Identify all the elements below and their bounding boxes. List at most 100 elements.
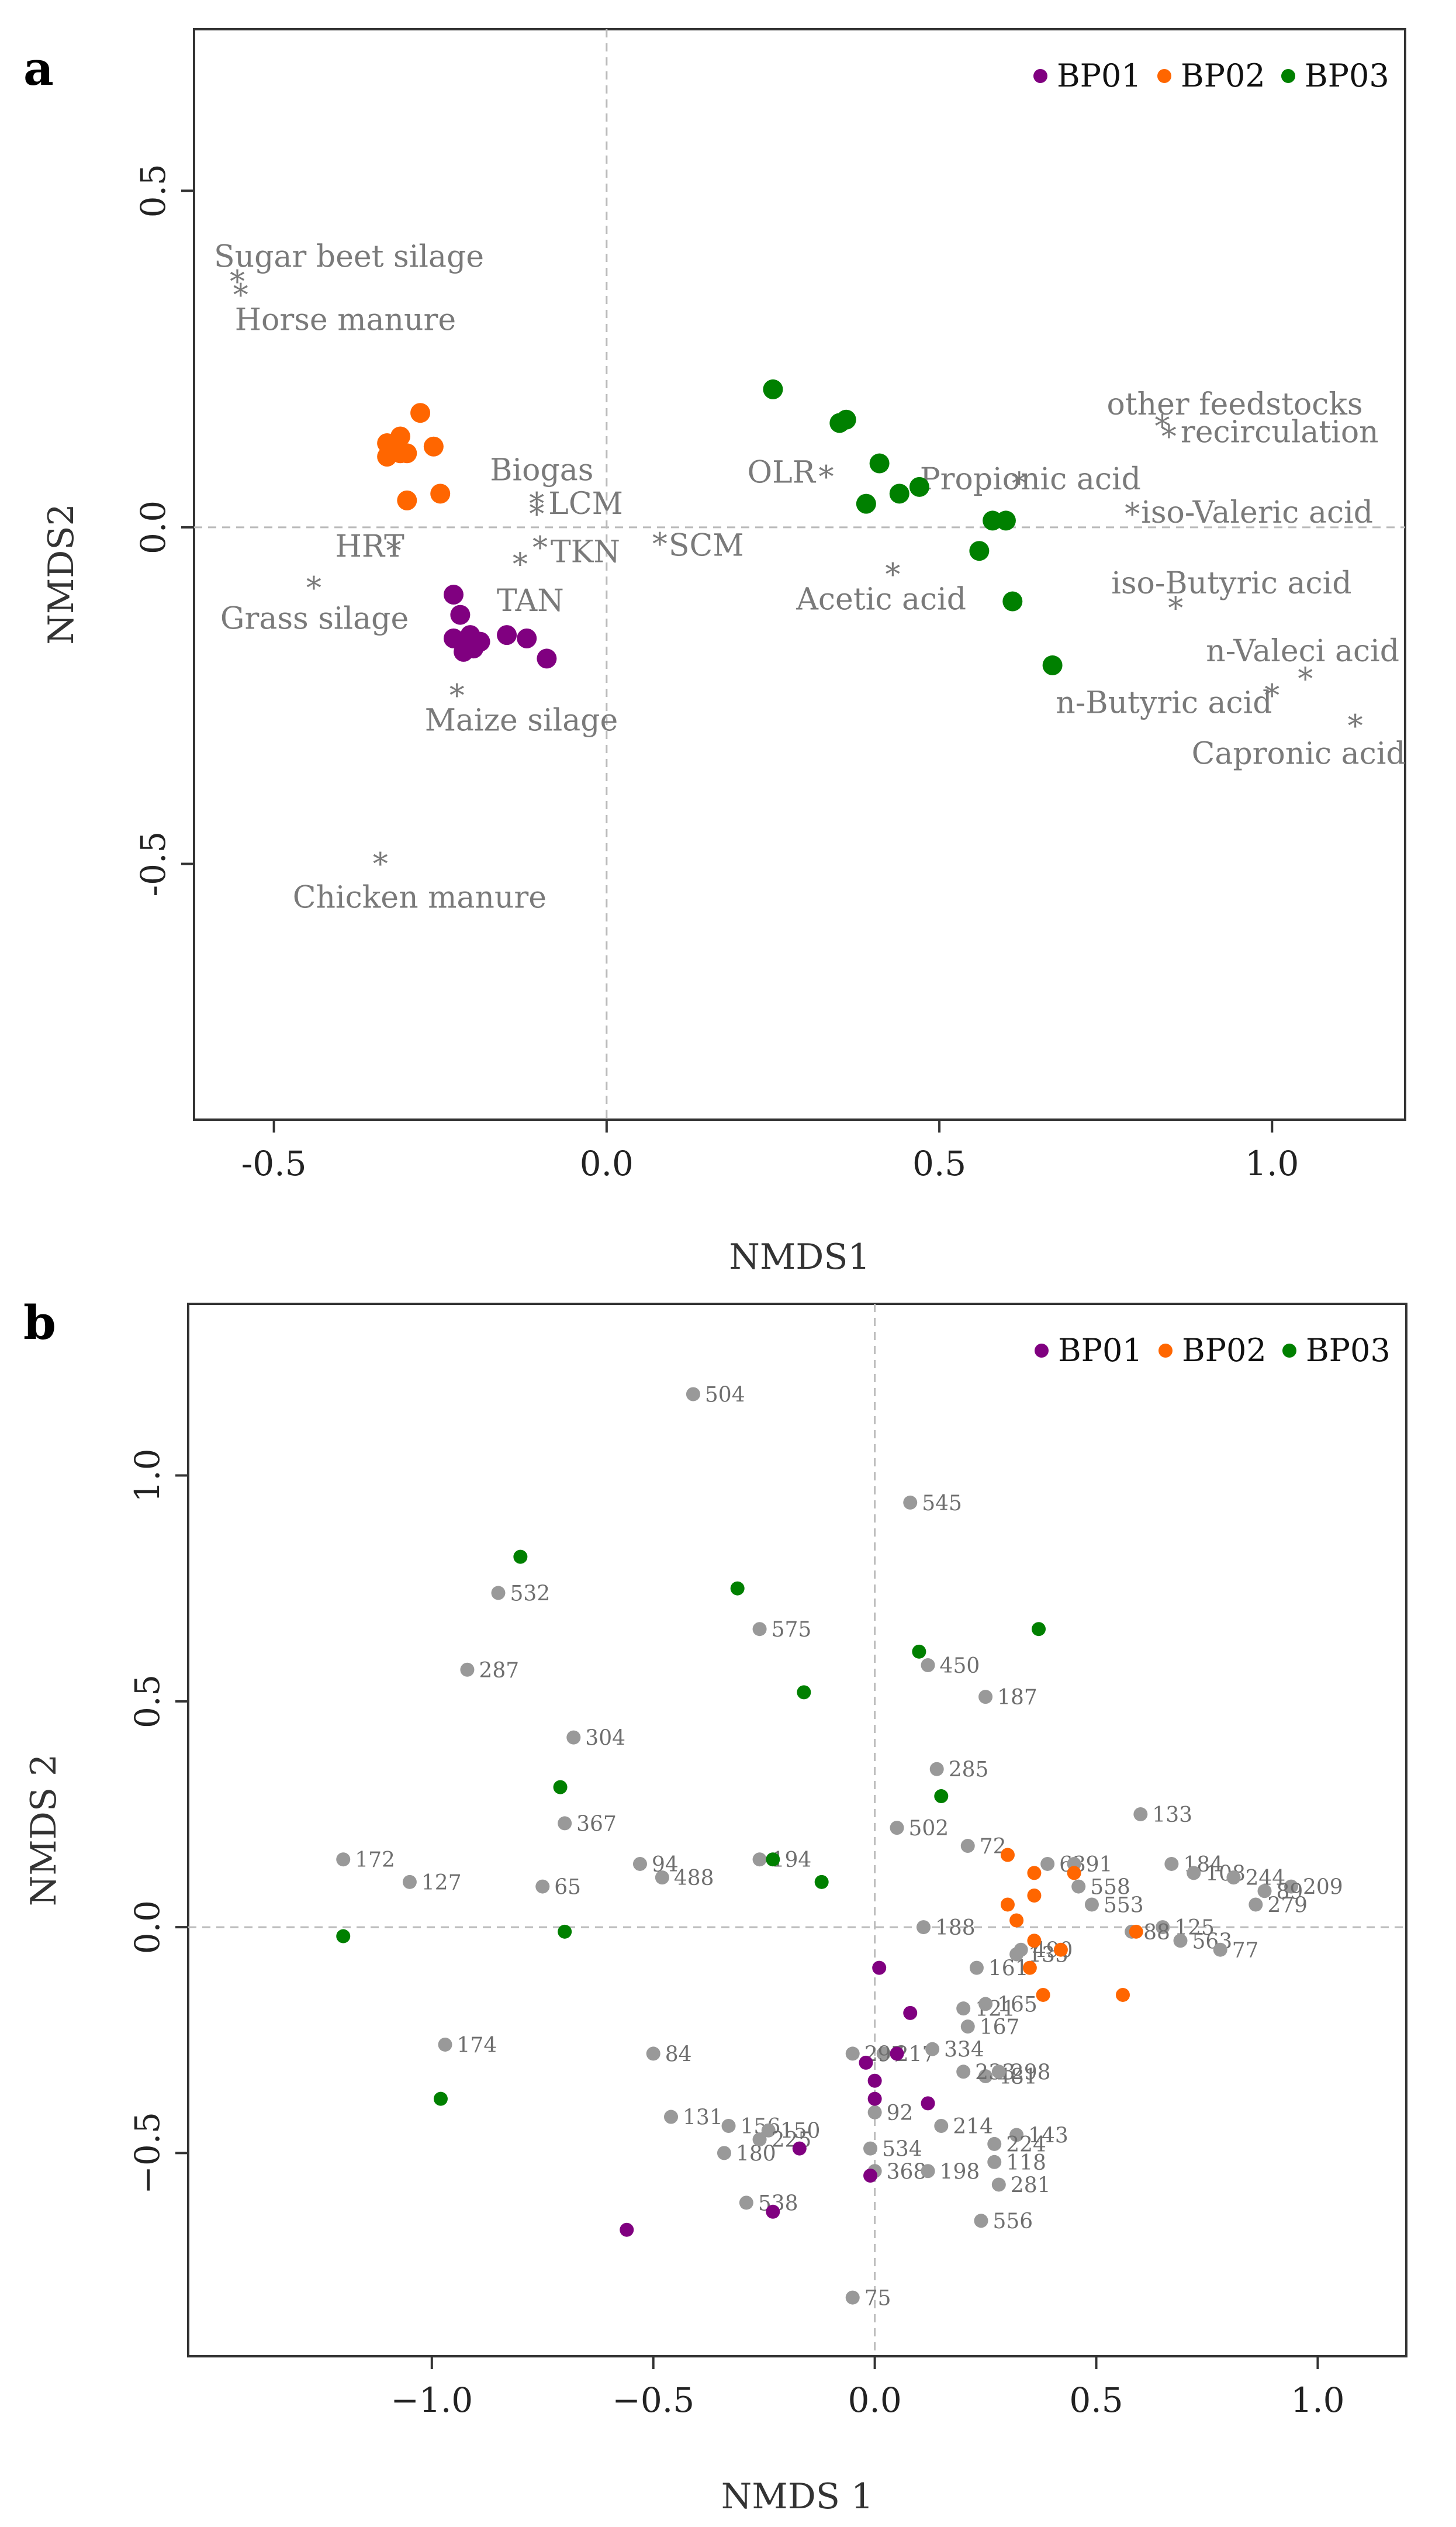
sample-label: 198	[940, 2160, 980, 2184]
sample-label: 92	[887, 2101, 914, 2125]
sample-point	[956, 2001, 971, 2016]
sample-point	[1133, 1807, 1148, 1821]
x-tick-label: 1.0	[1291, 2380, 1344, 2420]
sample-point	[632, 1856, 647, 1871]
sample-label: 150	[780, 2119, 821, 2143]
point-bp03	[766, 1852, 780, 1867]
sample-point	[646, 2046, 660, 2061]
variable-marker: *	[529, 497, 544, 532]
sample-point	[974, 2214, 988, 2228]
panel-b-x-axis-title: NMDS 1	[721, 2476, 873, 2517]
x-tick-label: −1.0	[390, 2380, 473, 2420]
point-bp01	[450, 605, 471, 625]
panel-b-samples: 5045455325752874501873042853671335027263…	[336, 1383, 1343, 2311]
variable-marker: *	[532, 530, 548, 565]
legend-label-bp02: BP02	[1182, 1332, 1267, 1369]
sample-label: 131	[683, 2106, 723, 2130]
point-bp03	[814, 1874, 829, 1889]
panel-b-frame	[187, 1303, 1407, 2357]
legend-label-bp01: BP01	[1057, 57, 1142, 94]
sample-point	[934, 2119, 949, 2134]
point-bp03	[969, 541, 990, 561]
sample-label: 167	[980, 2015, 1020, 2039]
x-tick-label: 0.0	[580, 1144, 634, 1183]
sample-point	[845, 2046, 860, 2061]
y-tick-label: -0.5	[133, 831, 173, 897]
point-bp02	[1053, 1942, 1068, 1957]
sample-point	[876, 2046, 891, 2061]
x-tick-label: 0.0	[848, 2380, 901, 2420]
sample-point	[686, 1387, 700, 1401]
sample-label: 368	[887, 2160, 927, 2184]
legend-marker-bp01	[1033, 69, 1047, 83]
sample-point	[867, 2105, 882, 2119]
point-bp03	[513, 1549, 528, 1564]
point-bp03	[763, 379, 783, 399]
variable-marker: *	[1154, 409, 1170, 444]
sample-label: 84	[665, 2042, 692, 2066]
legend-marker-bp03	[1281, 69, 1295, 83]
sample-label: 553	[1104, 1893, 1144, 1917]
sample-label: 287	[479, 1659, 519, 1683]
variable-marker: *	[529, 487, 544, 522]
legend-label-bp03: BP03	[1306, 1332, 1391, 1369]
variable-marker: *	[885, 558, 900, 593]
y-tick-label: −0.5	[127, 2112, 167, 2194]
y-tick-label: 0.5	[133, 164, 173, 218]
variable-label: iso-Butyric acid	[1111, 566, 1351, 601]
variable-marker: *	[1125, 497, 1140, 532]
sample-point	[721, 2119, 736, 2134]
point-bp03	[797, 1685, 811, 1700]
x-tick-label: 1.0	[1245, 1144, 1299, 1183]
sample-point	[1173, 1934, 1188, 1948]
variable-marker: *	[230, 265, 245, 300]
point-bp03	[836, 409, 856, 430]
sample-point	[1009, 1947, 1024, 1962]
sample-point	[863, 2141, 878, 2156]
sample-point	[336, 1852, 351, 1867]
point-bp02	[1022, 1960, 1037, 1975]
panel-b-y-axis-title: NMDS 2	[23, 1754, 64, 1906]
sample-point	[1040, 1856, 1055, 1871]
legend-marker-bp02	[1157, 69, 1171, 83]
point-bp01	[890, 2046, 904, 2061]
panel-a-legend: BP03 BP02 BP01	[1033, 57, 1389, 94]
sample-point	[717, 2146, 731, 2160]
panel-b: b −1.0 −0.5 0.0 0.5 1.0 −0.5 0.0 0.5 1.0 NMDS 1…	[23, 1295, 1407, 2517]
sample-point	[969, 1960, 984, 1975]
sample-label: 180	[736, 2142, 776, 2166]
sample-label: 558	[1090, 1876, 1130, 1900]
panel-b-legend: BP03 BP02 BP01	[1035, 1332, 1391, 1369]
sample-point	[1187, 1866, 1201, 1880]
sample-label: 89	[1276, 1880, 1303, 1904]
panel-a-variables: *Sugar beet silage*Horse manure*Biogas* L…	[214, 240, 1406, 916]
sample-label: 502	[909, 1817, 949, 1841]
variable-marker: *	[819, 460, 834, 495]
variable-label: HRT	[336, 529, 405, 564]
point-bp01	[620, 2222, 634, 2237]
variable-label: LCM	[548, 486, 623, 522]
sample-label: 214	[953, 2115, 993, 2139]
sample-label: 172	[355, 1848, 395, 1872]
sample-label: 298	[1011, 2060, 1051, 2084]
variable-marker: *	[1298, 662, 1313, 697]
point-bp01	[921, 2096, 935, 2111]
sample-label: 133	[1152, 1803, 1192, 1827]
y-tick-label: 0.0	[127, 1900, 167, 1954]
sample-point	[491, 1586, 506, 1600]
sample-point	[929, 1762, 944, 1776]
x-tick-label: −0.5	[612, 2380, 694, 2420]
variable-label: OLR	[748, 455, 817, 491]
variable-label: Capronic acid	[1192, 737, 1406, 772]
legend-label-bp01: BP01	[1058, 1332, 1143, 1369]
sample-point	[845, 2290, 860, 2305]
sample-point	[761, 2123, 776, 2138]
sample-label: 65	[554, 1876, 581, 1900]
sample-label: 532	[510, 1582, 550, 1606]
variable-label: Acetic acid	[796, 582, 966, 617]
sample-point	[978, 1997, 993, 2011]
point-bp01	[903, 2005, 918, 2020]
point-bp01	[867, 2091, 882, 2106]
sample-point	[921, 2164, 935, 2179]
point-bp02	[383, 440, 404, 460]
